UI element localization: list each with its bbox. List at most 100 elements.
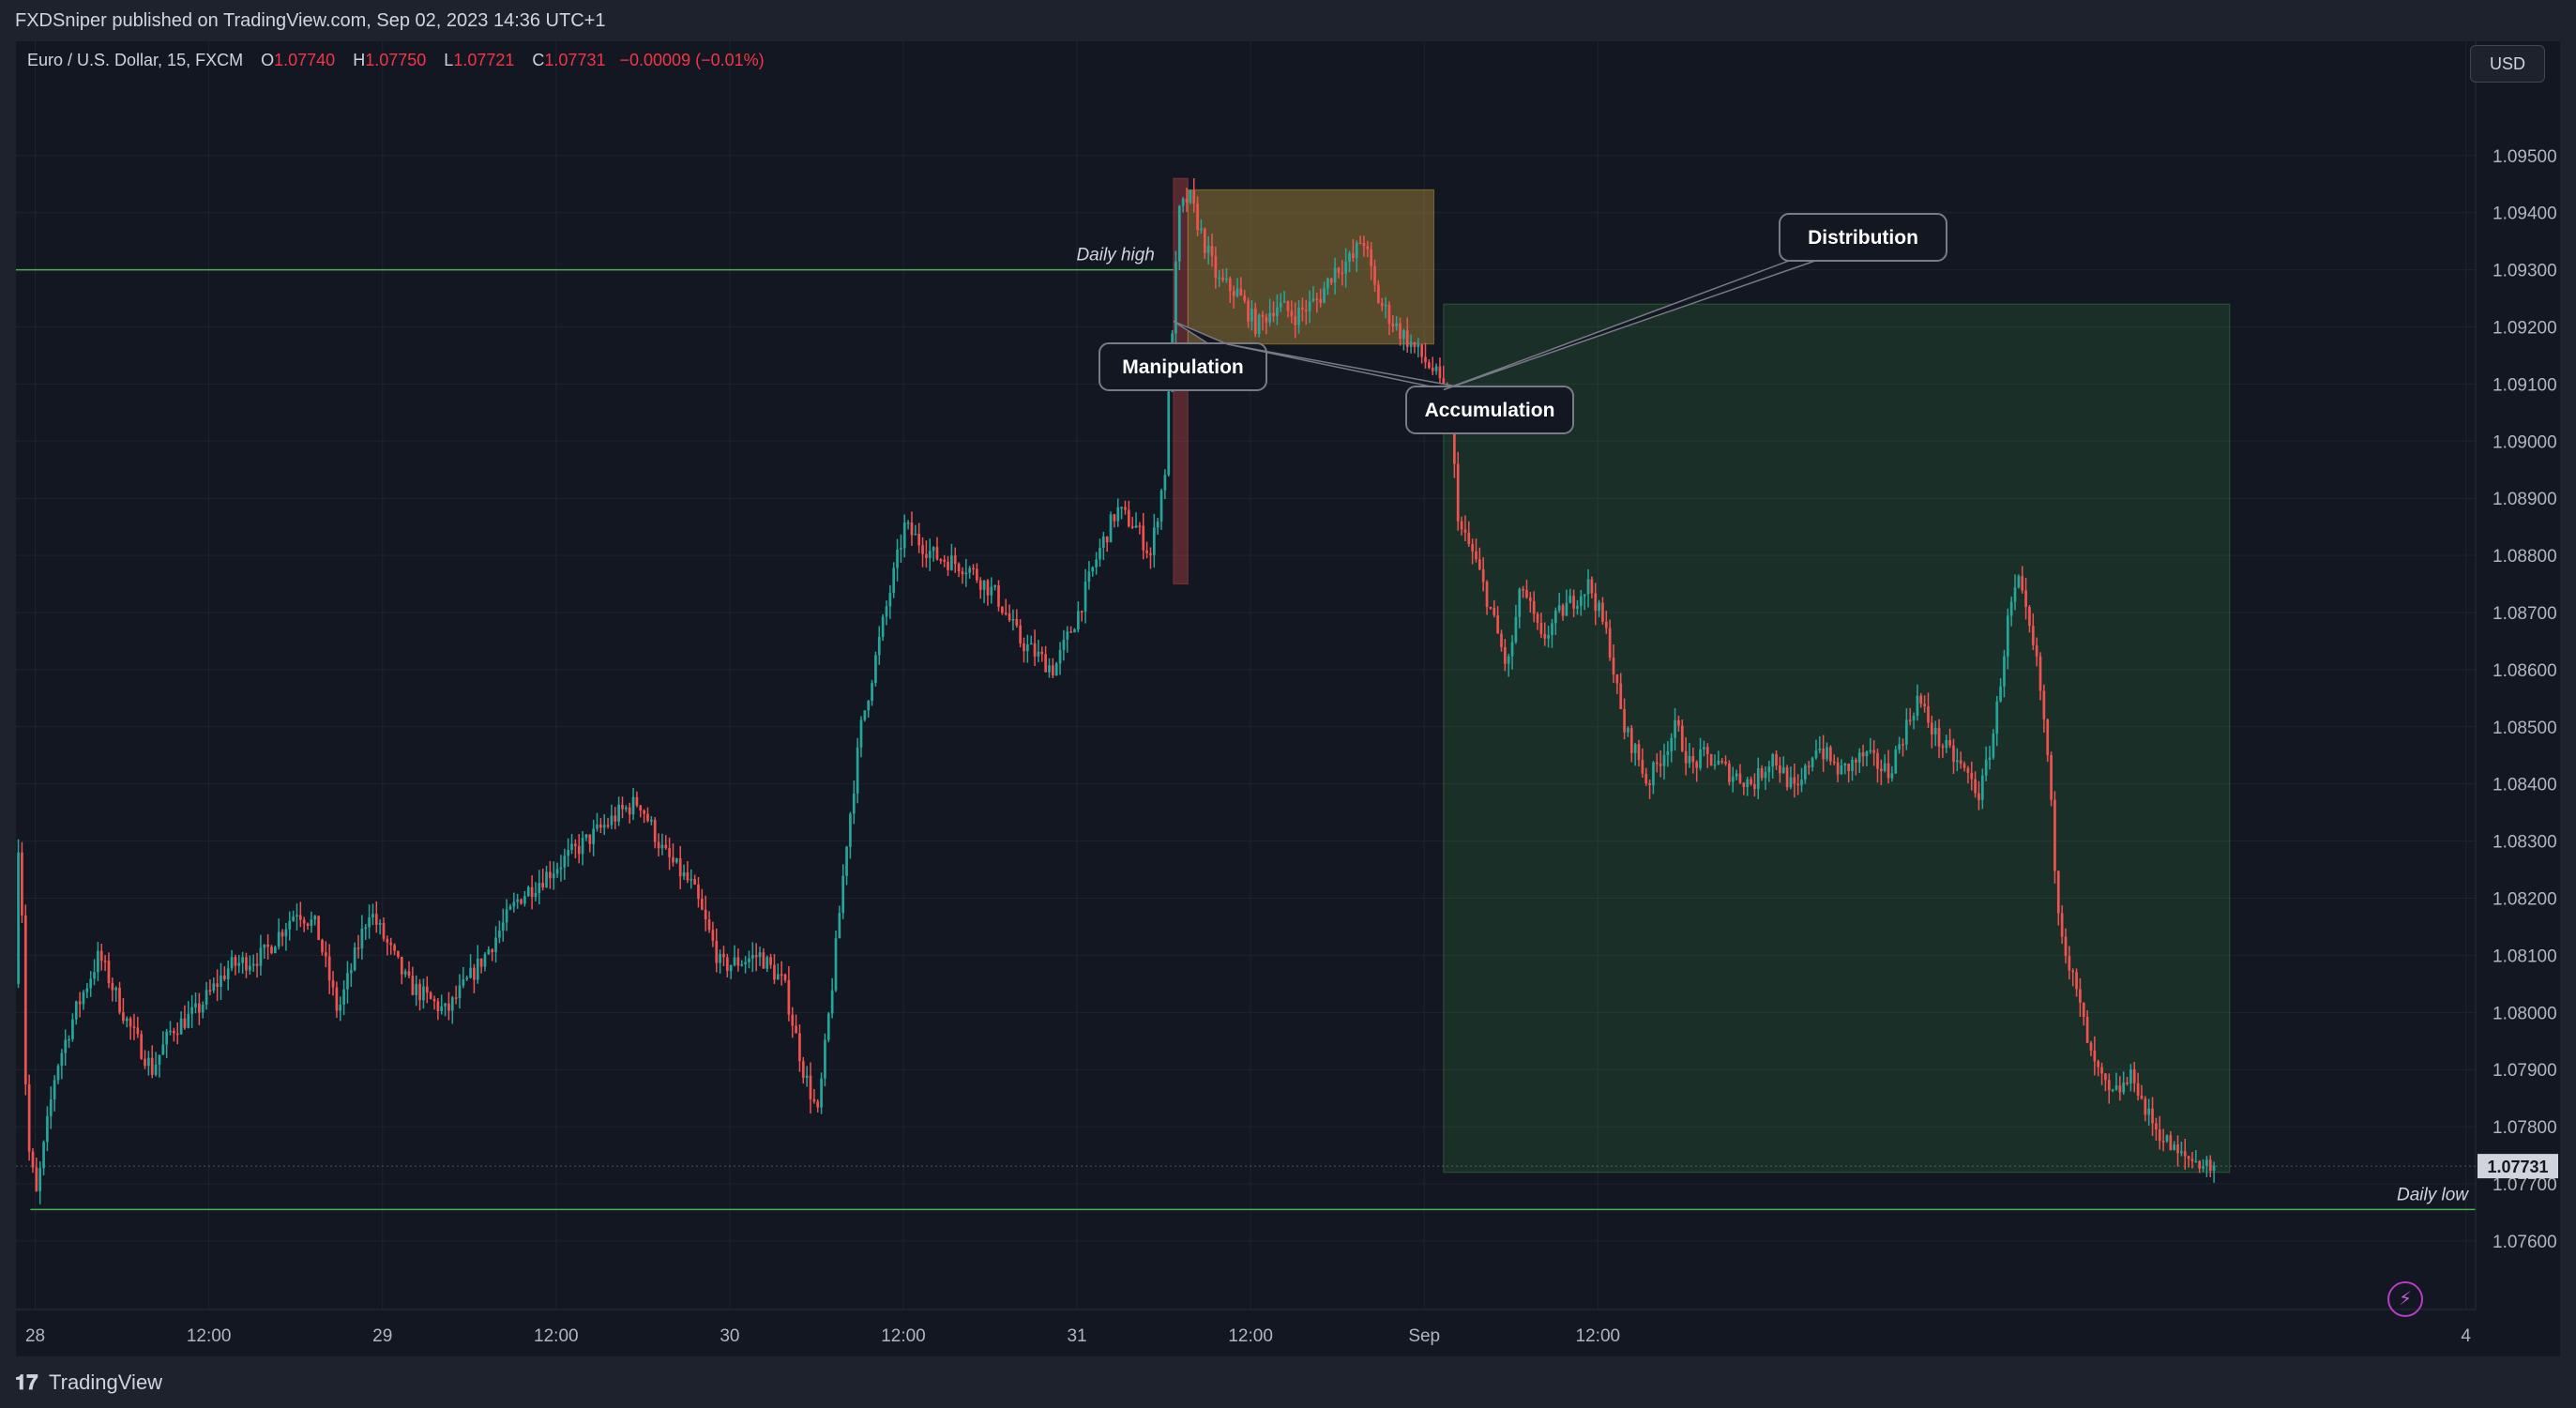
candle-body bbox=[306, 923, 310, 926]
candle-body bbox=[237, 962, 241, 966]
y-tick-label: 1.09400 bbox=[2493, 204, 2557, 224]
callout-accumulation[interactable]: Accumulation bbox=[1226, 343, 1574, 434]
candle-body bbox=[1286, 301, 1290, 311]
footer-brand[interactable]: TradingView bbox=[49, 1370, 163, 1394]
level-label: Daily high bbox=[1076, 246, 1154, 265]
candle-body bbox=[563, 855, 567, 868]
candle-body bbox=[364, 927, 368, 930]
candle-body bbox=[2155, 1123, 2158, 1130]
x-tick-label: 12:00 bbox=[534, 1326, 579, 1346]
candle-body bbox=[1029, 643, 1033, 645]
y-tick-label: 1.08300 bbox=[2493, 833, 2557, 853]
candle-body bbox=[700, 899, 704, 910]
candle-body bbox=[809, 1075, 812, 1099]
lightning-icon[interactable]: ⚡ bbox=[2387, 1281, 2423, 1317]
y-tick-label: 1.09500 bbox=[2493, 147, 2557, 167]
candle-body bbox=[1210, 246, 1214, 257]
candle-body bbox=[1959, 760, 1962, 765]
candle-body bbox=[754, 955, 758, 958]
candle-body bbox=[2046, 719, 2050, 755]
candle-body bbox=[1539, 622, 1543, 634]
candlestick-chart[interactable]: Daily high Daily low Manipulation Accumula… bbox=[16, 41, 2560, 1356]
candle-body bbox=[2068, 956, 2071, 971]
candle-body bbox=[1594, 593, 1598, 612]
candle-body bbox=[1308, 300, 1311, 311]
candle-body bbox=[1869, 749, 1872, 752]
candle-body bbox=[961, 571, 964, 575]
candle-body bbox=[378, 922, 382, 925]
candle-body bbox=[454, 997, 458, 999]
candle-body bbox=[205, 990, 208, 1006]
candle-body bbox=[982, 580, 986, 590]
candle-body bbox=[144, 1058, 146, 1067]
candle-body bbox=[1637, 744, 1641, 760]
candle-body bbox=[1290, 310, 1294, 317]
candle-body bbox=[270, 946, 273, 954]
candle-body bbox=[1890, 773, 1894, 779]
candle-body bbox=[425, 986, 429, 993]
candle-body bbox=[1477, 559, 1481, 569]
callout-distribution[interactable]: Distribution bbox=[1443, 213, 1947, 391]
callouts[interactable]: Manipulation Accumulation Distribution bbox=[1099, 213, 1947, 434]
candle-body bbox=[1206, 246, 1210, 253]
candle-body bbox=[1576, 605, 1579, 609]
candle-body bbox=[1507, 656, 1510, 664]
y-tick-label: 1.08600 bbox=[2493, 661, 2557, 681]
candle-body bbox=[2079, 989, 2082, 1003]
x-tick-label: 4 bbox=[2461, 1326, 2471, 1346]
chart-panel[interactable]: Daily high Daily low Manipulation Accumula… bbox=[16, 41, 2560, 1356]
candle-body bbox=[1124, 507, 1127, 510]
candle-body bbox=[845, 846, 848, 876]
candle-body bbox=[914, 533, 917, 536]
candle-body bbox=[403, 971, 407, 975]
candle-body bbox=[2050, 754, 2053, 800]
candle-body bbox=[1980, 775, 1984, 800]
candle-body bbox=[1522, 588, 1524, 591]
candle-body bbox=[1235, 288, 1239, 296]
candle-body bbox=[444, 1003, 447, 1007]
candle-body bbox=[1387, 305, 1391, 325]
currency-button[interactable]: USD bbox=[2470, 45, 2545, 83]
candle-body bbox=[111, 983, 114, 991]
candle-body bbox=[1001, 606, 1004, 613]
candle-body bbox=[787, 979, 791, 1015]
candle-body bbox=[1352, 253, 1355, 259]
candle-body bbox=[1069, 631, 1072, 633]
candle-body bbox=[1152, 527, 1156, 555]
candle-body bbox=[74, 1001, 78, 1020]
candle-body bbox=[216, 983, 219, 988]
candle-body bbox=[1149, 553, 1152, 555]
candle-body bbox=[1095, 559, 1098, 568]
candle-body bbox=[2165, 1135, 2169, 1142]
candle-body bbox=[570, 843, 573, 851]
y-tick-label: 1.09000 bbox=[2493, 432, 2557, 452]
candle-body bbox=[208, 990, 212, 992]
candle-body bbox=[2107, 1080, 2111, 1091]
candle-body bbox=[2205, 1159, 2208, 1166]
candle-body bbox=[1174, 261, 1177, 334]
candle-body bbox=[1253, 309, 1257, 335]
candle-body bbox=[501, 922, 505, 931]
candle-body bbox=[1329, 278, 1333, 283]
candle-body bbox=[374, 914, 378, 925]
candle-body bbox=[136, 1027, 140, 1035]
candle-body bbox=[877, 636, 881, 656]
candle-body bbox=[1916, 695, 1919, 717]
callout-manipulation[interactable]: Manipulation bbox=[1099, 320, 1267, 391]
candle-body bbox=[849, 813, 852, 847]
candle-body bbox=[1272, 312, 1275, 316]
candle-body bbox=[1904, 719, 1908, 745]
candle-body bbox=[1225, 278, 1228, 280]
candle-body bbox=[1579, 596, 1583, 606]
candle-body bbox=[686, 871, 689, 881]
candle-body bbox=[1728, 764, 1731, 782]
footer-bar: 𝟏𝟕 TradingView bbox=[0, 1356, 2576, 1408]
candle-body bbox=[198, 1003, 201, 1013]
candle-body bbox=[2038, 656, 2042, 691]
candle-body bbox=[1829, 747, 1832, 762]
candle-body bbox=[1709, 753, 1713, 765]
candle-body bbox=[1037, 651, 1040, 657]
candle-body bbox=[639, 805, 643, 811]
candle-body bbox=[1861, 752, 1865, 757]
candle-body bbox=[1641, 759, 1644, 774]
